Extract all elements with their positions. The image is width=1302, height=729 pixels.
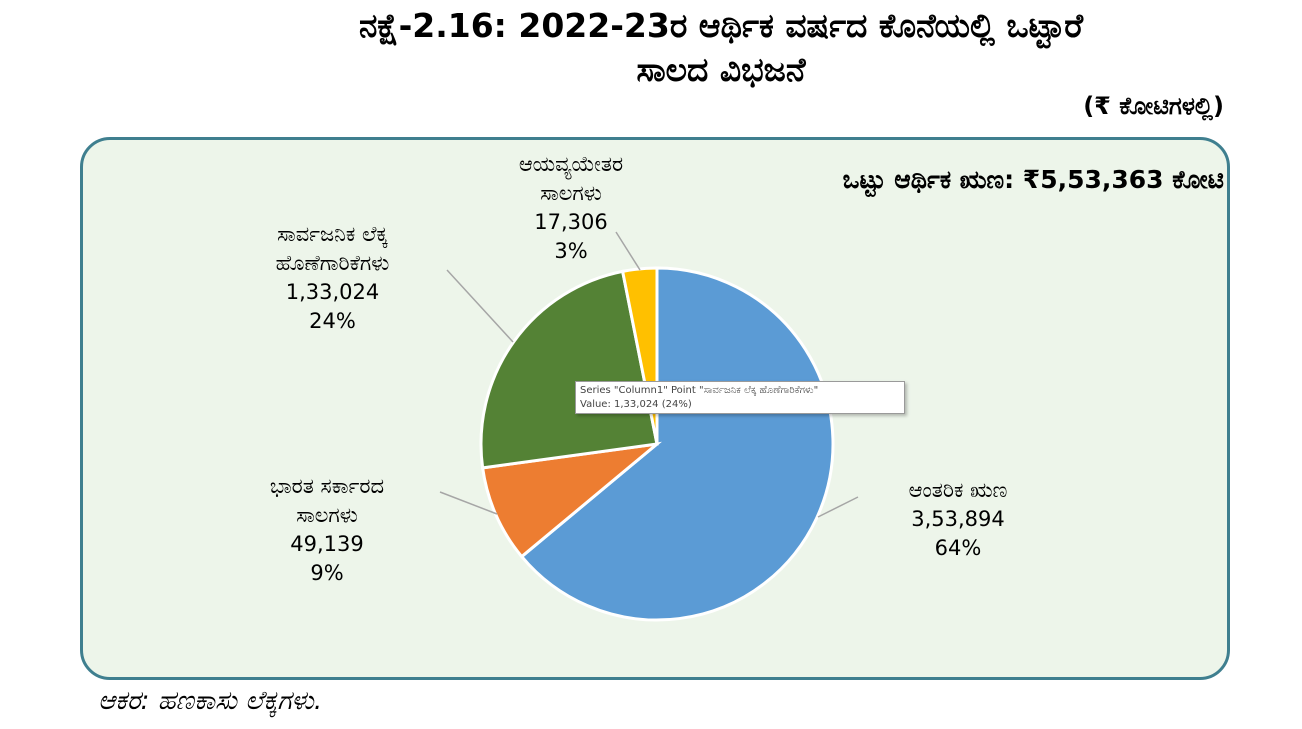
- slice-label-off-budget: ಆಯವ್ಯಯೇತರ ಸಾಲಗಳು 17,306 3%: [465, 150, 677, 266]
- slice-label-name: ಸಾರ್ವಜನಿಕ ಲೆಕ್ಕ: [277, 222, 388, 246]
- pie-slice-0[interactable]: [519, 266, 835, 622]
- slice-label-goi-loans: ಭಾರತ ಸರ್ಕಾರದ ಸಾಲಗಳು 49,139 9%: [212, 472, 442, 588]
- slice-label-percent: 3%: [554, 239, 588, 263]
- slice-label-public-account: ಸಾರ್ವಜನಿಕ ಲೆಕ್ಕ ಹೊಣೆಗಾರಿಕೆಗಳು 1,33,024 2…: [210, 220, 455, 336]
- slice-label-name: ಆಂತರಿಕ ಋಣ: [908, 478, 1008, 502]
- slice-label-value: 3,53,894: [911, 507, 1005, 531]
- slice-label-percent: 24%: [309, 309, 356, 333]
- slice-label-value: 17,306: [534, 210, 608, 234]
- chart-title-line2: ಸಾಲದ ವಿಭಜನೆ: [636, 50, 806, 89]
- tooltip-line1: Series "Column1" Point "ಸಾರ್ವಜನಿಕ ಲೆಕ್ಕ …: [580, 385, 819, 396]
- slice-label-percent: 9%: [310, 561, 344, 585]
- slice-label-name-line2: ಸಾಲಗಳು: [296, 503, 358, 527]
- tooltip-line2: Value: 1,33,024 (24%): [580, 399, 692, 410]
- pie-slice-2[interactable]: [479, 269, 659, 470]
- slice-label-internal-debt: ಆಂತರಿಕ ಋಣ 3,53,894 64%: [858, 476, 1058, 563]
- slice-label-value: 1,33,024: [285, 280, 380, 304]
- chart-tooltip: Series "Column1" Point "ಸಾರ್ವಜನಿಕ ಲೆಕ್ಕ …: [575, 381, 905, 414]
- leader-line-2: [446, 269, 514, 343]
- slice-label-name: ಭಾರತ ಸರ್ಕಾರದ: [269, 474, 385, 498]
- leader-line-1: [439, 491, 498, 515]
- leader-line-0: [817, 496, 859, 518]
- slice-label-name: ಆಯವ್ಯಯೇತರ: [518, 152, 624, 176]
- pie-slice-1[interactable]: [480, 441, 662, 559]
- slice-label-percent: 64%: [934, 536, 982, 560]
- slice-label-name-line2: ಸಾಲಗಳು: [540, 181, 602, 205]
- chart-title-line1: ನಕ್ಷೆ-2.16: 2022-23ರ ಆರ್ಥಿಕ ವರ್ಷದ ಕೊನೆಯಲ…: [358, 6, 1084, 45]
- slice-label-name-line2: ಹೊಣೆಗಾರಿಕೆಗಳು: [275, 251, 390, 275]
- leader-line-3: [615, 231, 641, 271]
- total-debt-label: ಒಟ್ಟು ಆರ್ಥಿಕ ಋಣ: ₹5,53,363 ಕೋಟಿ: [842, 165, 1224, 194]
- source-note: ಆಕರ: ಹಣಕಾಸು ಲೆಕ್ಕಗಳು.: [98, 686, 323, 716]
- unit-label: (₹ ಕೋಟಿಗಳಲ್ಲಿ): [1083, 92, 1224, 120]
- slice-label-value: 49,139: [290, 532, 364, 556]
